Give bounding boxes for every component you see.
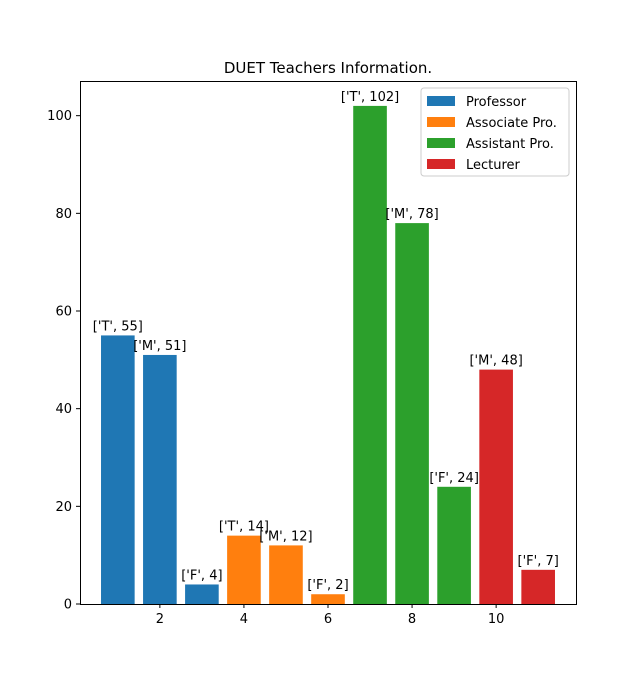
x-tick-label: 8	[408, 612, 416, 627]
bar-associate-pro-3	[311, 594, 345, 604]
y-tick-label: 40	[55, 402, 72, 417]
legend-swatch	[427, 159, 455, 169]
legend-label: Associate Pro.	[466, 116, 557, 131]
bar-lecturer-1	[479, 369, 513, 604]
legend-swatch	[427, 138, 455, 148]
chart-title: DUET Teachers Information.	[224, 59, 432, 77]
legend-label: Lecturer	[466, 158, 521, 173]
data-label: ['F', 7]	[518, 554, 559, 569]
bar-assistant-pro-3	[437, 486, 471, 604]
y-tick-label: 0	[64, 598, 72, 613]
legend-swatch	[427, 96, 455, 106]
legend-swatch	[427, 117, 455, 127]
y-tick-label: 80	[55, 207, 72, 222]
data-label: ['F', 2]	[307, 578, 348, 593]
legend-box	[420, 87, 570, 177]
x-tick-label: 2	[156, 612, 164, 627]
data-label: ['T', 14]	[219, 520, 269, 535]
data-label: ['M', 78]	[385, 207, 438, 222]
data-label: ['M', 51]	[133, 339, 186, 354]
bar-professor-1	[101, 335, 135, 604]
x-tick-label: 6	[324, 612, 332, 627]
data-label: ['T', 55]	[93, 319, 143, 334]
y-tick-label: 20	[55, 500, 72, 515]
data-label: ['M', 12]	[259, 529, 312, 544]
bar-professor-2	[143, 354, 177, 604]
bar-assistant-pro-2	[395, 223, 429, 604]
data-label: ['T', 102]	[341, 90, 399, 105]
data-label: ['M', 48]	[469, 354, 522, 369]
data-label: ['F', 4]	[181, 568, 222, 583]
bar-associate-pro-2	[269, 545, 303, 604]
x-tick-label: 10	[488, 612, 505, 627]
data-label: ['F', 24]	[429, 471, 479, 486]
bar-associate-pro-1	[227, 535, 261, 604]
bar-lecturer-2	[521, 569, 555, 604]
y-tick-label: 60	[55, 305, 72, 320]
bar-professor-3	[185, 584, 219, 604]
legend-label: Professor	[466, 95, 527, 110]
legend-label: Assistant Pro.	[466, 137, 554, 152]
y-tick-label: 100	[47, 109, 72, 124]
legend: Professor Associate Pro. Assistant Pro. Lec…	[420, 87, 570, 177]
x-tick-label: 4	[240, 612, 248, 627]
bar-assistant-pro-1	[353, 105, 387, 605]
